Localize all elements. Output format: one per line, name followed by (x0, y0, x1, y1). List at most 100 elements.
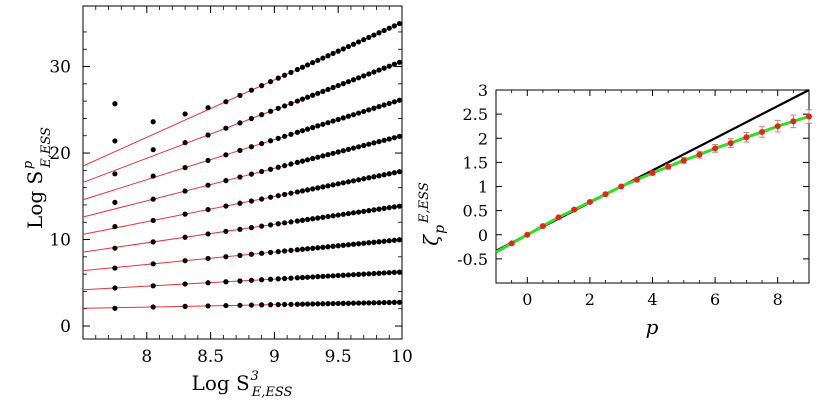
right-data-points (508, 109, 812, 247)
left-y-tick-label: 10 (49, 231, 71, 251)
left-data-point (112, 305, 118, 311)
left-x-tick-label: 10 (391, 347, 413, 367)
left-data-point (310, 124, 316, 131)
left-data-point (350, 112, 357, 118)
left-data-point (112, 245, 118, 251)
left-data-point (294, 247, 300, 253)
left-data-point (299, 64, 306, 70)
left-data-point (361, 73, 367, 79)
left-data-point (248, 251, 255, 257)
left-data-point (325, 301, 331, 307)
left-data-point (294, 98, 300, 104)
left-data-point (361, 208, 367, 214)
left-data-point (386, 270, 392, 276)
left-data-point (335, 272, 341, 279)
left-y-tick-label: 20 (49, 144, 71, 164)
left-data-point (330, 182, 336, 188)
left-data-point (299, 158, 306, 164)
left-data-point (150, 173, 156, 179)
left-data-point (350, 41, 357, 47)
left-data-point (345, 210, 352, 217)
right-data-point (508, 240, 515, 247)
left-data-point (294, 218, 300, 224)
left-data-point (182, 111, 188, 117)
left-data-point (340, 300, 346, 306)
left-data-point (112, 265, 118, 271)
left-data-point (396, 169, 403, 175)
left-data-point (237, 302, 243, 308)
left-data-point (391, 170, 397, 176)
left-data-point (350, 145, 357, 151)
left-data-point (237, 200, 243, 206)
left-data-point (237, 226, 243, 232)
left-data-point (315, 301, 321, 307)
left-data-point (386, 100, 392, 107)
left-data-point (315, 245, 321, 251)
left-data-point (310, 186, 316, 192)
left-data-point (205, 303, 211, 309)
left-data-point (391, 237, 397, 243)
left-data-point (381, 65, 387, 71)
left-data-point (330, 243, 336, 249)
left-data-point (259, 112, 265, 118)
left-data-point (366, 300, 372, 306)
left-data-point (150, 304, 156, 310)
left-x-tick-label: 9.5 (325, 347, 352, 367)
left-data-point (340, 81, 346, 87)
left-data-point (275, 301, 281, 308)
left-data-point (275, 75, 281, 81)
left-data-point (205, 182, 211, 188)
left-data-point (259, 196, 265, 202)
left-data-point (391, 204, 397, 210)
right-y-label-main: ζ (419, 234, 443, 246)
left-data-point (248, 171, 255, 177)
left-data-point (259, 83, 265, 89)
left-data-point (182, 165, 188, 171)
left-data-point (282, 275, 288, 282)
left-data-point (248, 115, 255, 122)
left-data-point (350, 300, 357, 306)
left-data-point (376, 67, 382, 73)
left-data-point (366, 141, 372, 147)
left-data-point (315, 215, 321, 221)
left-data-point (386, 25, 392, 31)
left-data-point (376, 206, 382, 212)
right-chart: 0 2 4 6 8-0.500.511.522.53 ζpE,ESS p (417, 81, 812, 339)
right-data-point (759, 128, 766, 135)
left-data-point (223, 125, 229, 131)
left-data-point (223, 99, 229, 105)
left-data-point (223, 178, 229, 184)
right-x-tick-label: 0 (522, 290, 532, 309)
left-data-point (282, 191, 288, 198)
left-data-point (205, 255, 211, 262)
left-data-point (182, 258, 188, 264)
left-data-point (282, 301, 288, 308)
left-data-point (396, 133, 403, 139)
left-data-point (335, 82, 341, 89)
right-data-point (680, 157, 687, 164)
left-data-point (223, 203, 229, 209)
left-data-point (288, 275, 294, 281)
left-y-tick-label: 0 (60, 317, 71, 337)
left-data-point (310, 60, 316, 66)
left-x-tick-label: 8 (141, 347, 152, 367)
left-data-point (386, 299, 392, 306)
left-data-point (182, 211, 188, 217)
left-data-point (150, 147, 156, 153)
left-data-point (205, 206, 211, 213)
left-y-label-main: Log S (23, 171, 47, 229)
left-data-point (259, 223, 265, 229)
left-data-point (361, 108, 367, 115)
left-data-point (315, 57, 321, 63)
left-data-point (340, 242, 346, 248)
left-data-point (150, 261, 156, 267)
left-x-label-main: Log S (192, 371, 250, 395)
right-y-tick-label: -0.5 (457, 250, 488, 269)
left-data-point (320, 153, 326, 159)
left-y-label-sub: E,ESS (39, 127, 54, 169)
left-data-point (325, 152, 331, 158)
left-data-point (376, 30, 382, 36)
left-data-point (304, 126, 311, 132)
right-y-tick-label: 3 (478, 81, 488, 100)
